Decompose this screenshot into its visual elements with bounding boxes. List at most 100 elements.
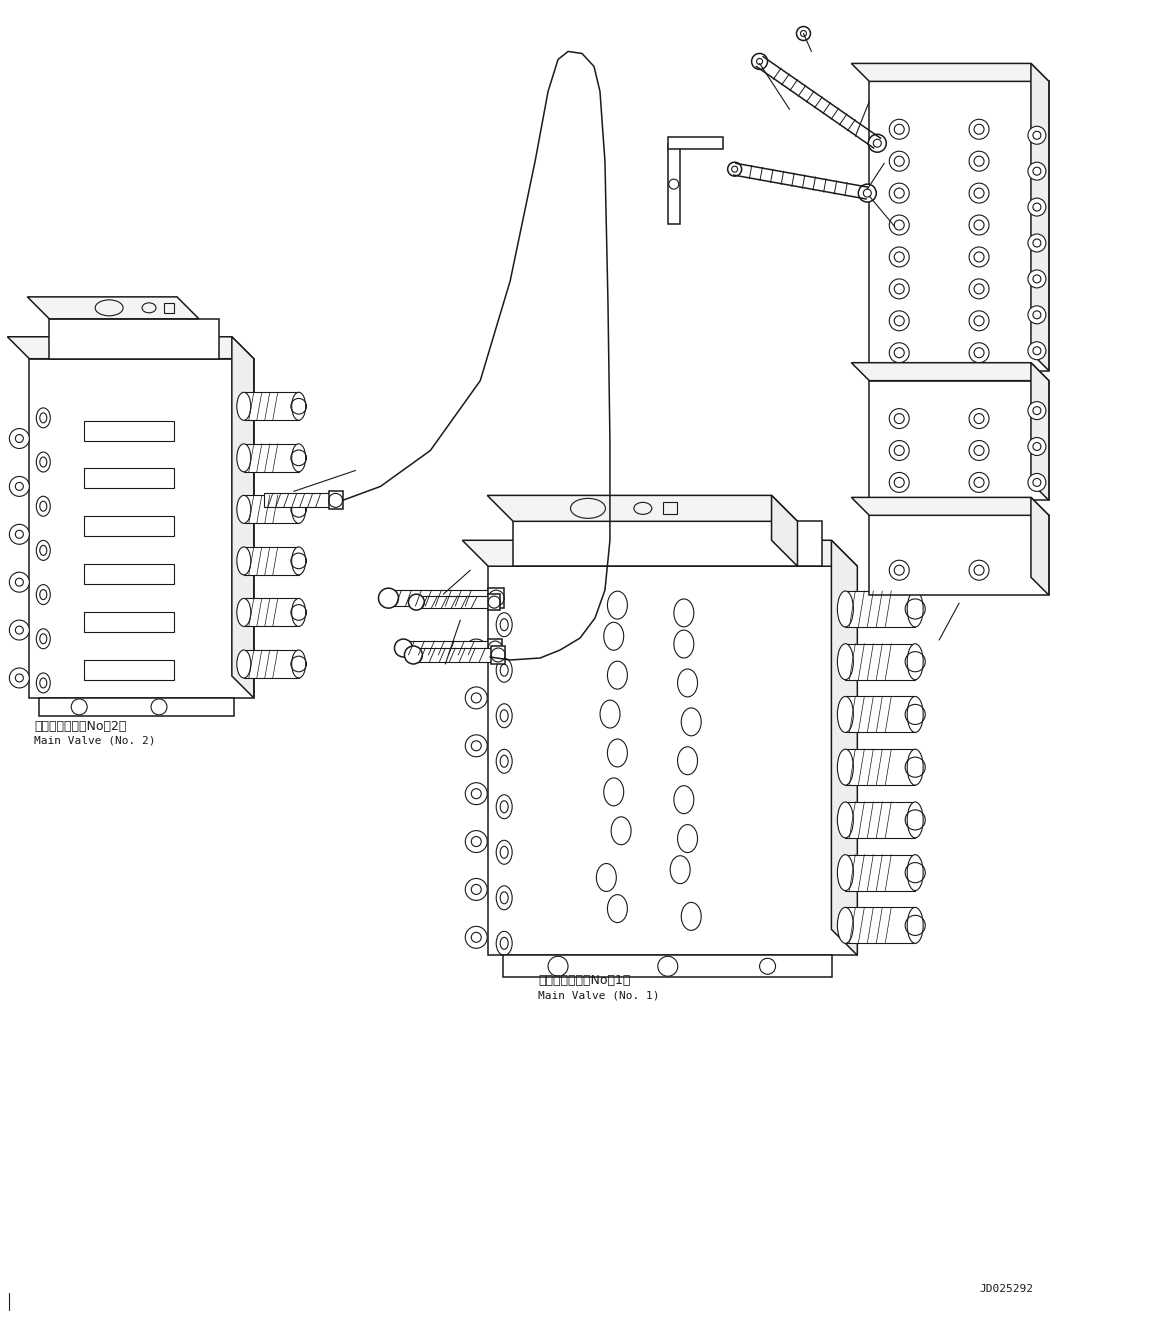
Circle shape bbox=[9, 620, 29, 640]
Circle shape bbox=[858, 184, 876, 202]
Circle shape bbox=[394, 639, 413, 657]
Bar bbox=[488, 639, 502, 657]
Circle shape bbox=[9, 428, 29, 449]
Circle shape bbox=[1028, 402, 1046, 420]
Circle shape bbox=[969, 311, 989, 331]
Circle shape bbox=[71, 699, 87, 715]
Bar bbox=[164, 303, 174, 313]
Circle shape bbox=[890, 560, 909, 581]
Bar bbox=[244, 598, 299, 627]
Ellipse shape bbox=[292, 495, 306, 523]
Circle shape bbox=[890, 151, 909, 171]
Bar bbox=[84, 564, 174, 585]
Ellipse shape bbox=[907, 644, 923, 680]
Circle shape bbox=[969, 473, 989, 493]
Bar bbox=[846, 644, 915, 680]
Circle shape bbox=[465, 831, 487, 852]
Bar bbox=[419, 597, 491, 608]
Circle shape bbox=[969, 151, 989, 171]
Circle shape bbox=[969, 279, 989, 299]
Ellipse shape bbox=[237, 495, 251, 523]
Bar bbox=[846, 802, 915, 838]
Bar bbox=[40, 698, 234, 716]
Circle shape bbox=[751, 54, 768, 70]
Polygon shape bbox=[771, 495, 798, 566]
Polygon shape bbox=[487, 495, 798, 522]
Ellipse shape bbox=[907, 749, 923, 785]
Circle shape bbox=[890, 473, 909, 493]
Circle shape bbox=[890, 440, 909, 461]
Circle shape bbox=[1028, 162, 1046, 180]
Text: メインバルブ（No．2）: メインバルブ（No．2） bbox=[35, 720, 127, 732]
Bar bbox=[49, 319, 219, 358]
Circle shape bbox=[759, 959, 776, 975]
Ellipse shape bbox=[237, 392, 251, 420]
Bar bbox=[846, 907, 915, 943]
Polygon shape bbox=[851, 498, 1049, 515]
Circle shape bbox=[890, 248, 909, 267]
Circle shape bbox=[890, 311, 909, 331]
Circle shape bbox=[890, 408, 909, 428]
Ellipse shape bbox=[292, 547, 306, 574]
Bar bbox=[846, 697, 915, 732]
Circle shape bbox=[1028, 270, 1046, 288]
Bar bbox=[84, 516, 174, 536]
Circle shape bbox=[890, 215, 909, 234]
Circle shape bbox=[969, 440, 989, 461]
Bar bbox=[869, 515, 1049, 595]
Circle shape bbox=[1028, 473, 1046, 491]
Polygon shape bbox=[462, 540, 857, 566]
Bar bbox=[29, 358, 254, 698]
Circle shape bbox=[728, 162, 742, 176]
Circle shape bbox=[969, 408, 989, 428]
Circle shape bbox=[465, 926, 487, 948]
Ellipse shape bbox=[907, 855, 923, 890]
Bar bbox=[84, 420, 174, 440]
Ellipse shape bbox=[837, 855, 854, 890]
Bar bbox=[244, 651, 299, 678]
Ellipse shape bbox=[237, 547, 251, 574]
Circle shape bbox=[1028, 341, 1046, 360]
Ellipse shape bbox=[907, 907, 923, 943]
Ellipse shape bbox=[907, 802, 923, 838]
Bar bbox=[244, 392, 299, 420]
Polygon shape bbox=[851, 63, 1049, 82]
Ellipse shape bbox=[237, 651, 251, 678]
Polygon shape bbox=[1030, 63, 1049, 370]
Bar bbox=[244, 547, 299, 574]
Bar bbox=[846, 749, 915, 785]
Bar bbox=[244, 444, 299, 471]
Circle shape bbox=[969, 215, 989, 234]
Polygon shape bbox=[1030, 498, 1049, 595]
Bar bbox=[488, 594, 500, 610]
Ellipse shape bbox=[907, 697, 923, 732]
Ellipse shape bbox=[837, 591, 854, 627]
Bar bbox=[84, 612, 174, 632]
Bar bbox=[668, 145, 679, 224]
Circle shape bbox=[465, 687, 487, 709]
Circle shape bbox=[1028, 126, 1046, 145]
Polygon shape bbox=[1030, 362, 1049, 500]
Bar bbox=[488, 566, 857, 955]
Bar bbox=[244, 495, 299, 523]
Circle shape bbox=[890, 183, 909, 203]
Ellipse shape bbox=[237, 444, 251, 471]
Circle shape bbox=[797, 26, 811, 41]
Bar bbox=[846, 855, 915, 890]
Circle shape bbox=[890, 120, 909, 140]
Ellipse shape bbox=[837, 697, 854, 732]
Ellipse shape bbox=[292, 444, 306, 471]
Circle shape bbox=[1028, 306, 1046, 324]
Circle shape bbox=[9, 477, 29, 497]
Bar bbox=[846, 591, 915, 627]
Polygon shape bbox=[27, 296, 199, 319]
Ellipse shape bbox=[237, 598, 251, 627]
Circle shape bbox=[658, 956, 678, 976]
Circle shape bbox=[969, 248, 989, 267]
Bar bbox=[513, 522, 822, 566]
Circle shape bbox=[9, 572, 29, 593]
Ellipse shape bbox=[907, 591, 923, 627]
Bar bbox=[491, 647, 505, 664]
Text: メインバルブ（No．1）: メインバルブ（No．1） bbox=[538, 975, 630, 988]
Circle shape bbox=[1028, 437, 1046, 456]
